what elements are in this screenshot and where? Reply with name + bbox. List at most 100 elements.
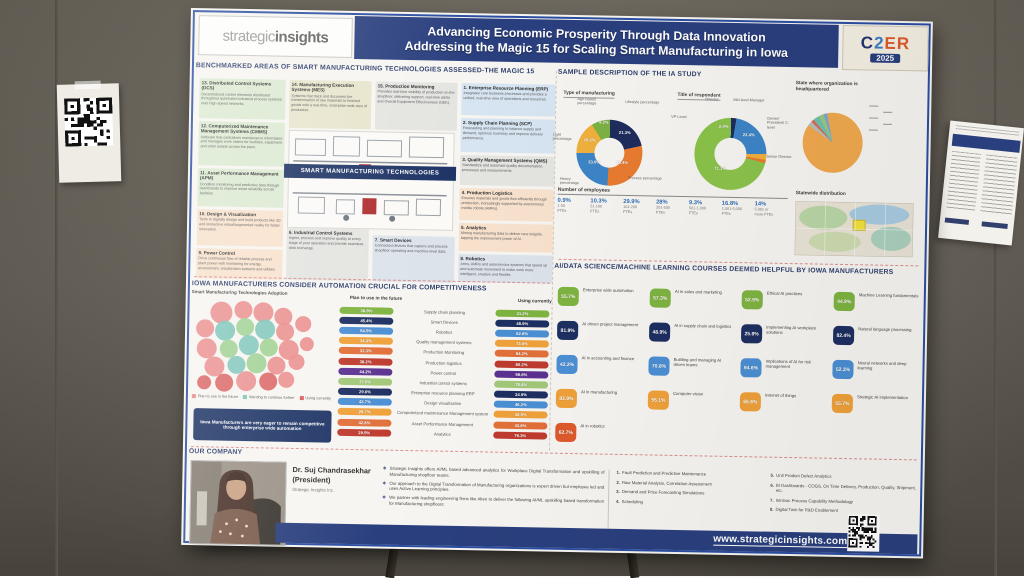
course-label: Ethical AI practices (766, 290, 803, 297)
course-item: 94.6% Implications of AI for risk managem… (740, 358, 829, 392)
president-photo (189, 460, 287, 546)
services-list: 1. Fault Prediction and Predictive Mainte… (616, 470, 917, 519)
box-title: 13. Distributed Control Systems (DCS) (201, 80, 272, 91)
service-text: Intrinsic Process Capability Methodology (775, 497, 854, 504)
employees-unit: FTEs (590, 209, 600, 214)
current-pill: 73.6% (494, 339, 549, 348)
course-label: Implications of AI for risk management (765, 358, 812, 370)
course-pct-tile: 94.6% (740, 358, 762, 378)
adoption-row-label: Analytics (433, 431, 451, 437)
wall-qr-paper (56, 80, 122, 183)
current-pill: 46.2% (493, 400, 548, 409)
future-pill: 42.8% (337, 418, 392, 427)
sample-heading: SAMPLE DESCRIPTION OF THE IA STUDY (557, 68, 702, 79)
pie-segment-label: Mid-level Manager (733, 97, 765, 103)
magic15-box: 14. Manufacturing Execution Systems (MES… (288, 79, 372, 130)
legend-label: Plan to use in the future (197, 394, 239, 399)
service-text: Unit Product Defect Analytics (776, 472, 832, 479)
employees-col: 14% 5,001 or more FTEs (754, 201, 787, 217)
map-label: Statewide distribution (795, 191, 846, 198)
pie-segment-label: Lifestyle percentage (625, 99, 660, 105)
qr-code-icon (64, 97, 114, 147)
pie-segment-label: Process percentage (627, 176, 662, 181)
course-pct-tile: 48.9% (648, 322, 671, 342)
service-item: 6. BI Dashboards - COGS, On Time Delivery… (770, 482, 916, 496)
magic15-box: 5. Analytics Mining manufacturing data to… (458, 222, 554, 253)
tape (74, 80, 101, 90)
adoption-rows: 38.8% Supply chain planning 41.2% 45.4% Smar… (337, 305, 550, 441)
magic15-box: 12. Computerized Maintenance Management … (198, 121, 285, 167)
box-desc: Ensures materials and goods flow efficie… (461, 196, 547, 211)
service-number: 1. (616, 469, 621, 475)
box-title: 11. Asset Performance Management (APM) (199, 170, 279, 181)
course-pct-tile: 81.9% (556, 320, 579, 341)
current-pill: 76.3% (493, 431, 548, 440)
future-pill: 27.6% (338, 377, 393, 386)
course-pct-tile: 65.6% (739, 392, 762, 412)
service-text: Digital Twin for R&D Enablement (775, 507, 839, 514)
course-item: 57.3% AI in sales and marketing (649, 288, 738, 322)
state-pie (794, 98, 919, 182)
service-item: 5. Unit Product Defect Analytics (770, 473, 916, 481)
course-pct-tile: 55.7% (557, 286, 579, 307)
magic15-box: 10. Design & Visualization Tools to digit… (196, 209, 284, 247)
course-item: 48.9% AI in supply chain and logistics (648, 322, 738, 356)
course-label: AI driven project management (582, 321, 639, 328)
pie-segment-label: Agri-based percentage (577, 97, 597, 106)
pie-segment-value: 29.4% (616, 159, 629, 166)
qr-code-icon (848, 515, 877, 549)
course-pct-tile: 55.7% (831, 393, 854, 414)
employees-unit: FTEs (557, 208, 567, 213)
course-item: 81.9% AI driven project management (556, 320, 646, 355)
future-pill: 43.7% (337, 398, 392, 407)
company-bullet: ❖ We partner with leading engineering fir… (382, 495, 604, 510)
pie-ring (802, 111, 864, 173)
future-pill: 29.6% (337, 387, 393, 396)
pie-segment-label: VP-Level (671, 114, 687, 120)
research-poster: strategic insights Advancing Economic Pro… (181, 8, 933, 559)
course-pct-tile: 52.3% (832, 359, 854, 380)
service-number: 5. (770, 472, 775, 478)
flyer-block (981, 221, 1008, 230)
iowa-statewide-map (794, 201, 914, 258)
pie-segment-value: 22.4% (742, 132, 755, 138)
service-text: Fault Prediction and Predictive Maintena… (622, 469, 707, 477)
service-number: 4. (615, 498, 620, 504)
course-label: AI in accounting and finance (581, 355, 635, 362)
magic15-column-1: 13. Distributed Control Systems (DCS) Dec… (196, 78, 286, 280)
adoption-row-label: Power control (430, 370, 457, 376)
current-pill: 48.9% (495, 319, 550, 328)
service-item: 2. Raw Material Analysis, Correlation Ass… (616, 479, 762, 487)
adoption-row-label: Enterprise resource planning ERP (411, 390, 475, 397)
box-desc: Integrates core business processes and p… (463, 91, 547, 102)
pie-segment-value: 71.1% (714, 165, 727, 171)
course-item: 52.9% Ethical AI practices (741, 290, 830, 324)
adoption-row-label: Design visualization (424, 400, 462, 407)
bullet-icon: ❖ (382, 480, 387, 486)
col-header-future: Plan to use in the future (349, 294, 403, 301)
box-desc: Standardize and automate quality documen… (462, 163, 544, 174)
c2er-2025-badge: C2ER 2025 (841, 24, 929, 72)
bullet-text: We partner with leading engineering firm… (388, 495, 605, 507)
course-label: AI in supply chain and logistics (674, 322, 732, 329)
pie-segment-label: Light percentage (552, 132, 572, 142)
employees-unit: FTEs (623, 209, 633, 214)
services-col-2: 5. Unit Product Defect Analytics 6. BI Dash… (770, 473, 917, 520)
future-pill: 44.2% (338, 367, 393, 376)
current-pill: 78.4% (494, 380, 549, 389)
course-label: Internet of things (764, 392, 797, 399)
bullet-icon: ❖ (382, 494, 387, 500)
current-pill: 62.6% (495, 329, 550, 338)
course-pct-tile: 44.9% (833, 291, 855, 312)
magic15-column-4: 1. Enterprise Resource Planning (ERP) Int… (458, 82, 556, 285)
course-label: Computer vision (672, 390, 704, 397)
course-item: 55.7% Enterprise wide automation (557, 286, 646, 321)
adoption-row-label: Industrial control systems (419, 380, 467, 387)
box-title: 14. Manufacturing Execution Systems (MES… (291, 81, 355, 93)
future-pill: 34.3% (338, 336, 393, 345)
magic15-heading: BENCHMARKED AREAS OF SMART MANUFACTURING… (195, 62, 535, 76)
box-desc: Ingest, process and improve quality at e… (288, 236, 364, 251)
course-item: 82.9% AI in manufacturing (555, 388, 644, 423)
service-item: 3. Demand and Price Forecasting Simulatio… (616, 489, 762, 497)
service-number: 7. (770, 497, 774, 503)
